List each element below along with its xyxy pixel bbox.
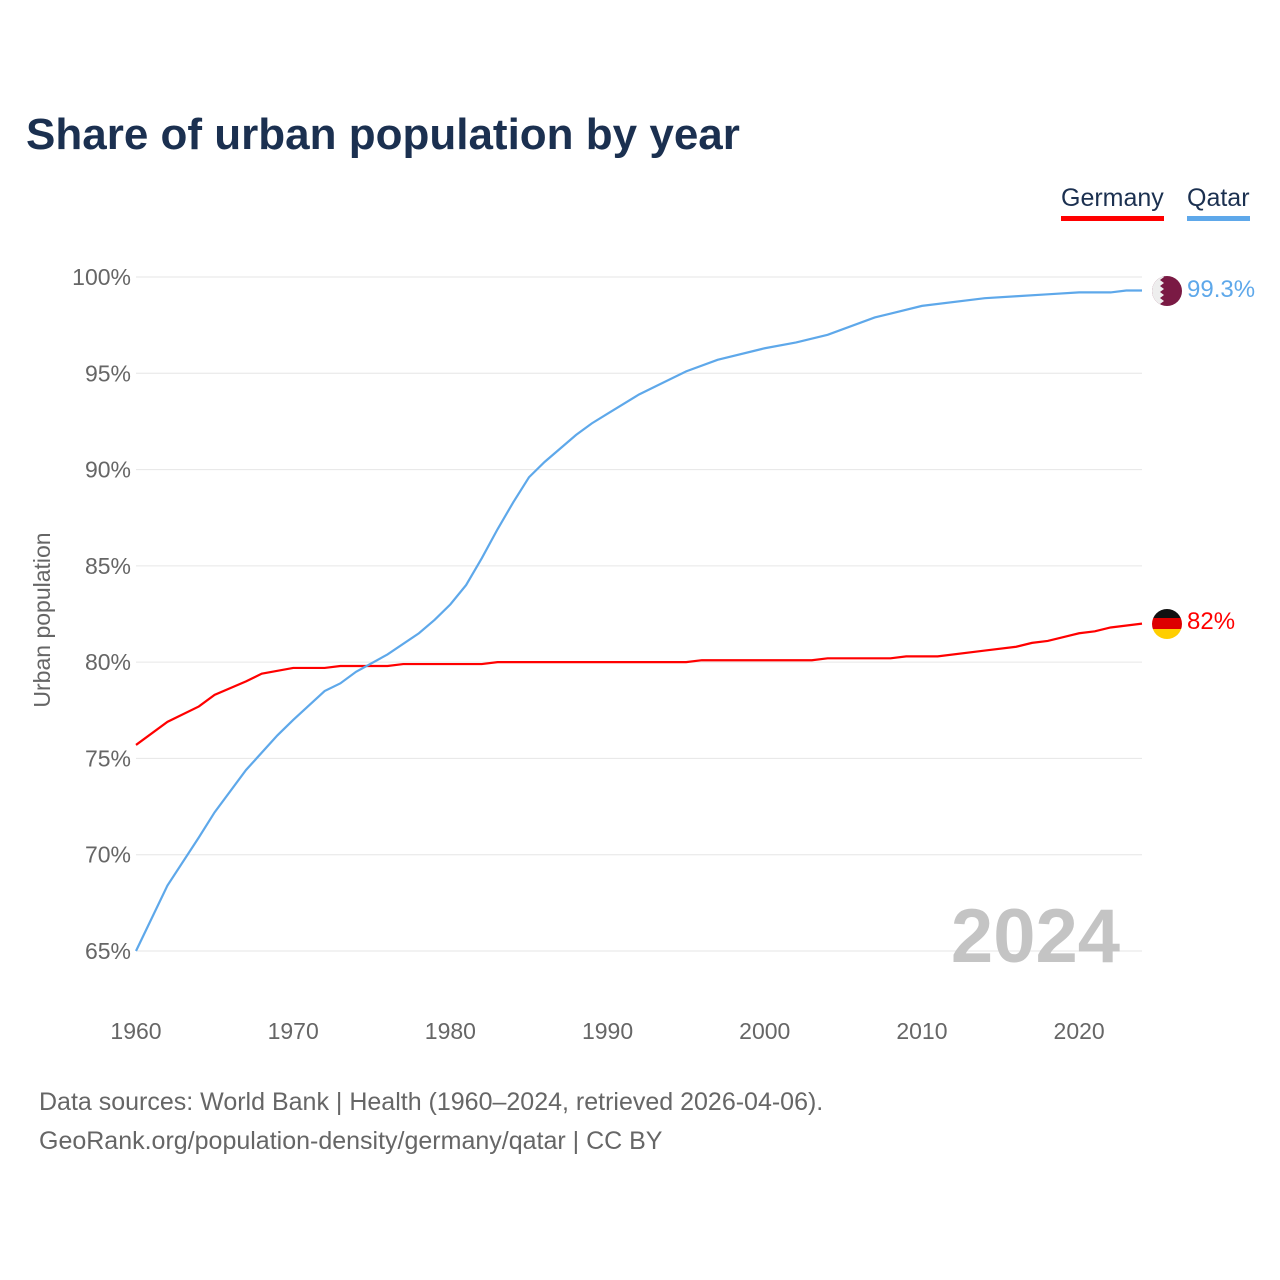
chart-title: Share of urban population by year [26,110,740,159]
y-tick-label: 90% [85,457,131,483]
x-tick-label: 2020 [1054,1018,1105,1044]
qatar-end-label: 99.3% [1187,276,1255,303]
y-axis-label: Urban population [29,532,55,707]
year-marker: 2024 [951,894,1120,979]
germany-end-label: 82% [1187,608,1235,635]
y-tick-label: 95% [85,360,131,386]
qatar-flag-icon [1152,276,1182,306]
germany-flag-icon [1152,609,1182,639]
y-tick-label: 75% [85,745,131,771]
x-tick-label: 1990 [582,1018,633,1044]
series-line-germany [135,622,1143,746]
y-tick-label: 65% [85,938,131,964]
y-tick-label: 100% [72,264,131,290]
x-tick-label: 1970 [268,1018,319,1044]
x-tick-label: 1980 [425,1018,476,1044]
footer-sources: Data sources: World Bank | Health (1960–… [39,1088,824,1116]
x-tick-label: 2000 [739,1018,790,1044]
x-tick-label: 1960 [110,1018,161,1044]
legend-qatar[interactable]: Qatar [1187,184,1250,221]
y-tick-label: 85% [85,553,131,579]
legend-germany[interactable]: Germany [1061,184,1164,221]
y-tick-label: 70% [85,842,131,868]
series-line-qatar [135,289,1142,952]
footer-link[interactable]: GeoRank.org/population-density/germany/q… [39,1127,663,1155]
y-tick-label: 80% [85,649,131,675]
x-tick-label: 2010 [896,1018,947,1044]
